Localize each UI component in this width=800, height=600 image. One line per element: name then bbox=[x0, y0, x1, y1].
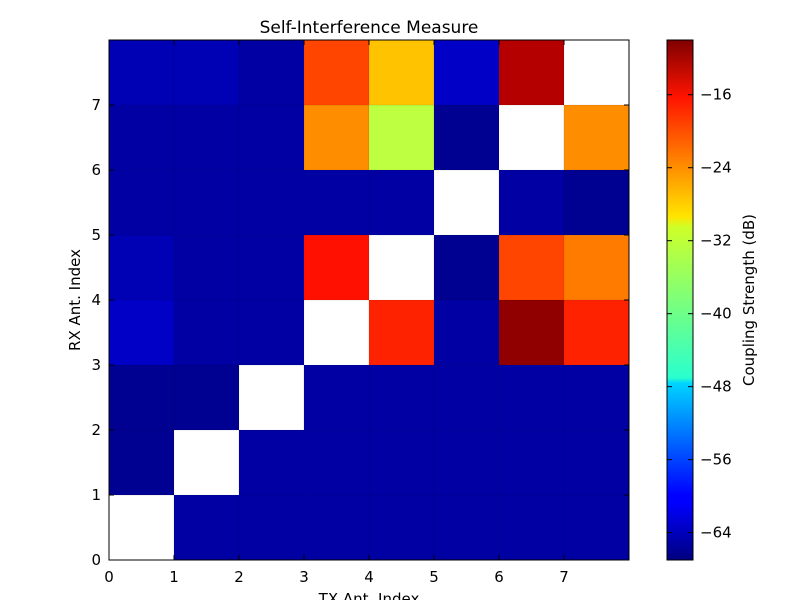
y-tick-label: 1 bbox=[91, 486, 101, 504]
heatmap-cell bbox=[238, 494, 305, 561]
heatmap-cell bbox=[498, 169, 565, 236]
y-tick-label: 0 bbox=[91, 551, 101, 569]
heatmap-cell bbox=[433, 429, 500, 496]
heatmap-cell bbox=[563, 299, 630, 366]
heatmap-cell bbox=[238, 169, 305, 236]
heatmap-cell bbox=[303, 169, 370, 236]
heatmap-cell bbox=[303, 364, 370, 431]
heatmap-cell bbox=[238, 104, 305, 171]
heatmap-cell bbox=[563, 39, 630, 106]
x-tick-label: 4 bbox=[364, 568, 374, 586]
heatmap-cell bbox=[108, 494, 175, 561]
heatmap-cell bbox=[563, 364, 630, 431]
heatmap-cell bbox=[303, 104, 370, 171]
heatmap-cell bbox=[368, 299, 435, 366]
heatmap-cell bbox=[173, 169, 240, 236]
y-tick-label: 5 bbox=[91, 226, 101, 244]
heatmap-cell bbox=[368, 364, 435, 431]
heatmap-cell bbox=[108, 364, 175, 431]
heatmap-cell bbox=[368, 494, 435, 561]
heatmap-cells bbox=[108, 39, 630, 561]
colorbar-tick-label: −56 bbox=[700, 451, 732, 469]
heatmap-cell bbox=[563, 104, 630, 171]
x-tick-label: 5 bbox=[429, 568, 439, 586]
x-axis-label: TX Ant. Index bbox=[318, 590, 420, 600]
heatmap-cell bbox=[498, 39, 565, 106]
heatmap-cell bbox=[563, 494, 630, 561]
heatmap-cell bbox=[108, 169, 175, 236]
heatmap-cell bbox=[303, 234, 370, 301]
heatmap-cell bbox=[433, 104, 500, 171]
heatmap-cell bbox=[433, 299, 500, 366]
heatmap-cell bbox=[498, 429, 565, 496]
y-tick-label: 2 bbox=[91, 421, 101, 439]
y-tick-label: 4 bbox=[91, 291, 101, 309]
y-tick-label: 7 bbox=[91, 96, 101, 114]
heatmap-cell bbox=[303, 429, 370, 496]
chart-title: Self-Interference Measure bbox=[260, 18, 479, 38]
x-tick-label: 1 bbox=[169, 568, 179, 586]
heatmap-cell bbox=[108, 104, 175, 171]
colorbar-label: Coupling Strength (dB) bbox=[740, 214, 758, 386]
y-tick-label: 6 bbox=[91, 161, 101, 179]
x-tick-label: 6 bbox=[494, 568, 504, 586]
heatmap-cell bbox=[173, 429, 240, 496]
heatmap-cell bbox=[498, 234, 565, 301]
y-axis: 0 1 2 3 4 5 6 7 bbox=[91, 96, 629, 569]
heatmap-cell bbox=[173, 234, 240, 301]
heatmap-cell bbox=[108, 234, 175, 301]
heatmap-cell bbox=[303, 494, 370, 561]
heatmap-cell bbox=[433, 39, 500, 106]
x-axis: 0 1 2 3 4 5 6 7 bbox=[104, 40, 569, 586]
heatmap-cell bbox=[108, 429, 175, 496]
heatmap-cell bbox=[173, 104, 240, 171]
heatmap-cell bbox=[563, 429, 630, 496]
x-tick-label: 3 bbox=[299, 568, 309, 586]
colorbar-tick-label: −48 bbox=[700, 378, 732, 396]
heatmap-cell bbox=[433, 364, 500, 431]
heatmap-cell bbox=[498, 104, 565, 171]
heatmap-cell bbox=[173, 364, 240, 431]
heatmap-cell bbox=[303, 299, 370, 366]
x-tick-label: 7 bbox=[559, 568, 569, 586]
y-axis-label: RX Ant. Index bbox=[66, 249, 84, 351]
heatmap-cell bbox=[433, 234, 500, 301]
heatmap-cell bbox=[368, 429, 435, 496]
x-tick-label: 2 bbox=[234, 568, 244, 586]
heatmap-cell bbox=[498, 494, 565, 561]
y-tick-label: 3 bbox=[91, 356, 101, 374]
heatmap-cell bbox=[433, 169, 500, 236]
heatmap-cell bbox=[563, 234, 630, 301]
colorbar-tick-label: −40 bbox=[700, 305, 732, 323]
colorbar-tick-label: −64 bbox=[700, 524, 732, 542]
colorbar bbox=[666, 39, 694, 561]
heatmap-cell bbox=[173, 494, 240, 561]
colorbar-tick-label: −32 bbox=[700, 232, 732, 250]
colorbar-ticks: −64 −56 −48 −40 −32 −24 −16 bbox=[667, 86, 732, 542]
heatmap-cell bbox=[368, 104, 435, 171]
heatmap-cell bbox=[498, 299, 565, 366]
heatmap-cell bbox=[303, 39, 370, 106]
heatmap-cell bbox=[238, 299, 305, 366]
x-tick-label: 0 bbox=[104, 568, 114, 586]
heatmap-cell bbox=[173, 299, 240, 366]
heatmap-cell bbox=[368, 39, 435, 106]
heatmap-cell bbox=[238, 234, 305, 301]
heatmap-cell bbox=[433, 494, 500, 561]
heatmap-cell bbox=[368, 234, 435, 301]
heatmap-cell bbox=[238, 364, 305, 431]
heatmap-cell bbox=[173, 39, 240, 106]
heatmap-cell bbox=[108, 39, 175, 106]
colorbar-tick-label: −16 bbox=[700, 86, 732, 104]
heatmap-cell bbox=[563, 169, 630, 236]
heatmap-cell bbox=[108, 299, 175, 366]
colorbar-tick-label: −24 bbox=[700, 159, 732, 177]
heatmap-cell bbox=[238, 39, 305, 106]
heatmap-cell bbox=[238, 429, 305, 496]
heatmap-cell bbox=[368, 169, 435, 236]
heatmap-cell bbox=[498, 364, 565, 431]
